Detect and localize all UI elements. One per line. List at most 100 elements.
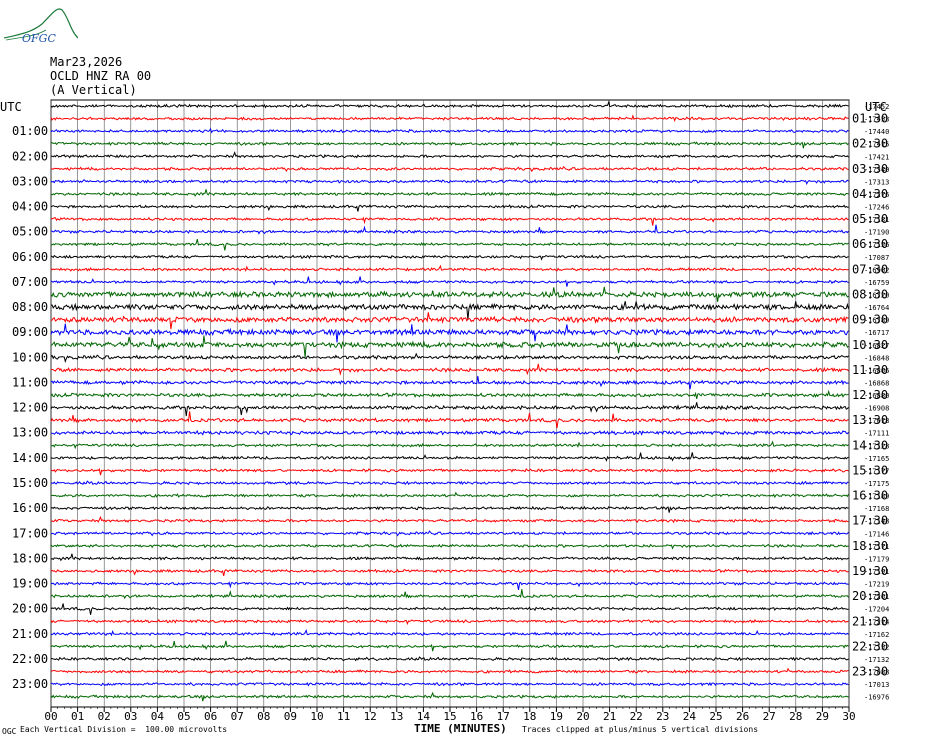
row-offset-label: -17214 bbox=[864, 618, 889, 626]
seismic-trace bbox=[50, 640, 849, 652]
x-tick-label: 22 bbox=[630, 710, 643, 723]
row-offset-label: -17168 bbox=[864, 505, 889, 513]
left-hour-label: 08:00 bbox=[12, 300, 48, 314]
row-offset-label: -16908 bbox=[864, 405, 889, 413]
seismic-trace bbox=[50, 568, 849, 577]
row-offset-label: -16789 bbox=[864, 317, 889, 325]
row-offset-label: -17175 bbox=[864, 480, 889, 488]
row-offset-label: -16717 bbox=[864, 329, 889, 337]
seismic-trace bbox=[50, 323, 849, 343]
row-offset-label: -17132 bbox=[864, 656, 889, 664]
left-hour-label: 02:00 bbox=[12, 149, 48, 163]
chart-component: (A Vertical) bbox=[50, 83, 137, 97]
x-tick-label: 13 bbox=[390, 710, 403, 723]
seismic-trace bbox=[50, 141, 849, 149]
row-offset-label: -17415 bbox=[864, 141, 889, 149]
row-offset-label: -17261 bbox=[864, 593, 889, 601]
right-hour-label: 22:30 bbox=[852, 639, 888, 653]
x-tick-label: 17 bbox=[497, 710, 510, 723]
x-tick-label: 02 bbox=[98, 710, 111, 723]
right-hour-label: 14:30 bbox=[852, 438, 888, 452]
right-hour-label: 13:30 bbox=[852, 413, 888, 427]
x-tick-label: 26 bbox=[736, 710, 749, 723]
right-hour-label: 11:30 bbox=[852, 363, 888, 377]
seismic-trace bbox=[50, 165, 849, 173]
seismic-trace bbox=[50, 127, 849, 134]
footer-clip-note: Traces clipped at plus/minus 5 vertical … bbox=[522, 725, 759, 734]
seismic-trace bbox=[50, 467, 849, 476]
chart-date: Mar23,2026 bbox=[50, 55, 123, 69]
seismic-trace bbox=[50, 681, 849, 687]
seismic-trace bbox=[50, 618, 849, 626]
seismic-trace bbox=[50, 151, 849, 159]
x-tick-label: 28 bbox=[789, 710, 802, 723]
seismic-trace bbox=[50, 628, 849, 637]
right-hour-label: 04:30 bbox=[852, 187, 888, 201]
chart-station: OCLD HNZ RA 00 bbox=[50, 69, 152, 83]
x-tick-label: 12 bbox=[364, 710, 377, 723]
x-axis-title: TIME (MINUTES) bbox=[414, 722, 507, 735]
x-tick-label: 04 bbox=[151, 710, 165, 723]
x-tick-label: 24 bbox=[683, 710, 697, 723]
x-tick-label: 14 bbox=[417, 710, 431, 723]
x-tick-label: 25 bbox=[709, 710, 722, 723]
left-hour-label: 22:00 bbox=[12, 652, 48, 666]
left-hour-label: 10:00 bbox=[12, 350, 48, 364]
x-tick-label: 27 bbox=[763, 710, 776, 723]
seismic-trace bbox=[50, 100, 849, 109]
seismic-trace bbox=[50, 411, 849, 429]
right-axis-label: UTC bbox=[865, 100, 887, 114]
seismic-trace bbox=[50, 452, 849, 462]
right-hour-label: 05:30 bbox=[852, 212, 888, 226]
row-offset-label: -17246 bbox=[864, 204, 889, 212]
seismic-trace bbox=[50, 276, 849, 287]
left-hour-label: 21:00 bbox=[12, 627, 48, 641]
seismic-trace bbox=[50, 375, 849, 390]
left-hour-label: 15:00 bbox=[12, 476, 48, 490]
x-tick-label: 10 bbox=[310, 710, 323, 723]
x-tick-label: 06 bbox=[204, 710, 217, 723]
left-hour-label: 07:00 bbox=[12, 275, 48, 289]
row-offset-label: -17152 bbox=[864, 643, 889, 651]
row-offset-label: -17156 bbox=[864, 241, 889, 249]
seismic-trace bbox=[50, 363, 849, 376]
seismic-trace bbox=[50, 352, 849, 364]
right-hour-label: 15:30 bbox=[852, 463, 888, 477]
row-offset-label: -16866 bbox=[864, 367, 889, 375]
seismic-trace bbox=[50, 440, 849, 450]
x-tick-label: 29 bbox=[816, 710, 829, 723]
left-hour-label: 09:00 bbox=[12, 325, 48, 339]
row-offset-label: -16880 bbox=[864, 392, 889, 400]
seismic-trace bbox=[50, 179, 849, 186]
left-hour-label: 14:00 bbox=[12, 451, 48, 465]
seismic-trace bbox=[50, 389, 849, 400]
row-offset-label: -16764 bbox=[864, 304, 889, 312]
row-offset-label: -17179 bbox=[864, 555, 889, 563]
row-offset-label: -16759 bbox=[864, 279, 889, 287]
row-offset-label: -17219 bbox=[864, 581, 889, 589]
row-offset-label: -17440 bbox=[864, 128, 889, 136]
right-hour-label: 09:30 bbox=[852, 313, 888, 327]
x-tick-label: 19 bbox=[550, 710, 563, 723]
x-tick-label: 30 bbox=[842, 710, 855, 723]
ofgc-logo: OFGC bbox=[3, 8, 78, 44]
right-hour-label: 16:30 bbox=[852, 489, 888, 503]
seismic-trace bbox=[50, 667, 849, 674]
left-hour-label: 20:00 bbox=[12, 602, 48, 616]
seismic-trace bbox=[50, 335, 849, 358]
seismic-trace bbox=[50, 286, 849, 302]
x-tick-label: 15 bbox=[443, 710, 456, 723]
seismic-trace bbox=[50, 254, 849, 261]
row-offset-label: -17189 bbox=[864, 493, 889, 501]
row-offset-label: -17128 bbox=[864, 442, 889, 450]
row-offset-label: -17313 bbox=[864, 178, 889, 186]
row-offset-label: -16720 bbox=[864, 292, 889, 300]
seismic-trace bbox=[50, 480, 849, 486]
left-hour-label: 16:00 bbox=[12, 501, 48, 515]
x-tick-label: 09 bbox=[284, 710, 297, 723]
left-hour-label: 01:00 bbox=[12, 124, 48, 138]
row-offset-label: -17177 bbox=[864, 467, 889, 475]
left-hour-label: 19:00 bbox=[12, 577, 48, 591]
left-hour-label: 13:00 bbox=[12, 426, 48, 440]
right-hour-label: 03:30 bbox=[852, 162, 888, 176]
